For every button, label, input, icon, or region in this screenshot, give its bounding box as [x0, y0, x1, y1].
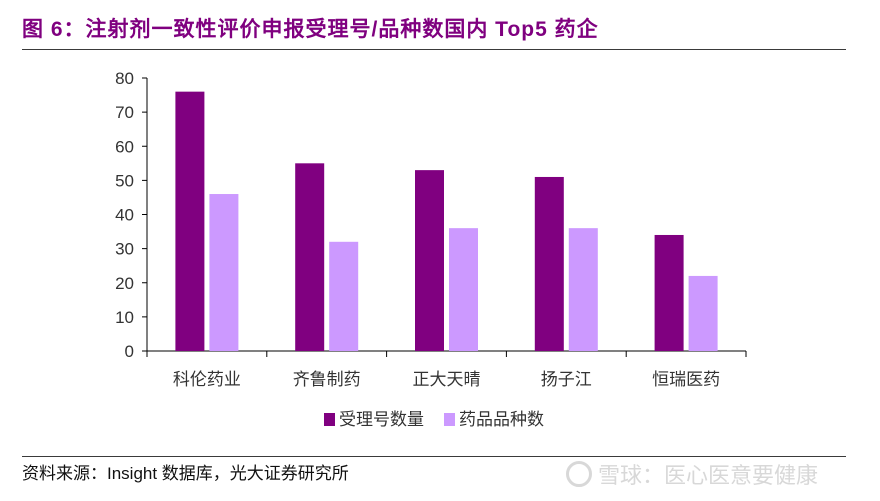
- legend-swatch: [444, 413, 455, 426]
- watermark: 雪球：医心医意要健康: [566, 458, 818, 490]
- legend-label: 受理号数量: [339, 410, 424, 430]
- y-tick-label: 80: [115, 69, 134, 88]
- legend-swatch: [324, 413, 335, 426]
- y-tick-label: 40: [115, 206, 134, 225]
- bars: [175, 91, 718, 352]
- figure-title: 图 6：注射剂一致性评价申报受理号/品种数国内 Top5 药企: [22, 18, 599, 41]
- y-axis: 0 10 20 30 40 50 60 70 80: [115, 69, 148, 361]
- snowball-logo-icon: [566, 461, 592, 487]
- x-tick-label: 恒瑞医药: [652, 370, 720, 390]
- x-tick-label: 扬子江: [541, 370, 592, 390]
- watermark-text: 雪球：医心医意要健康: [598, 463, 819, 488]
- y-tick-label: 60: [115, 137, 134, 156]
- bar-product-count: [329, 241, 359, 351]
- bar-acceptance-count: [534, 176, 564, 351]
- legend: 受理号数量 药品品种数: [324, 410, 544, 430]
- y-tick-label: 10: [115, 308, 134, 327]
- x-tick-label: 科伦药业: [173, 370, 241, 390]
- x-tick-label: 齐鲁制药: [293, 370, 361, 390]
- bar-acceptance-count: [415, 170, 444, 351]
- y-tick-label: 50: [115, 171, 134, 190]
- bar-acceptance-count: [654, 234, 684, 351]
- bar-product-count: [568, 228, 598, 351]
- x-axis: 科伦药业 齐鲁制药 正大天晴 扬子江 恒瑞医药: [146, 350, 747, 390]
- bar-chart: 0 10 20 30 40 50 60 70 80 科伦药业 齐鲁制药 正大天晴 扬子江 恒瑞医药 受理…: [115, 69, 747, 430]
- source-note: 资料来源：Insight 数据库，光大证券研究所: [22, 464, 349, 483]
- title-divider: [22, 49, 846, 50]
- bar-product-count: [209, 194, 239, 351]
- bar-acceptance-count: [175, 91, 205, 352]
- y-tick-label: 70: [115, 103, 134, 122]
- y-tick-label: 30: [115, 240, 134, 259]
- x-tick-label: 正大天晴: [413, 370, 481, 390]
- source-divider: [22, 456, 846, 457]
- bar-acceptance-count: [295, 163, 325, 351]
- y-tick-label: 0: [125, 342, 134, 361]
- bar-product-count: [449, 228, 478, 351]
- y-tick-label: 20: [115, 274, 134, 293]
- bar-product-count: [688, 275, 718, 351]
- legend-label: 药品品种数: [459, 410, 544, 430]
